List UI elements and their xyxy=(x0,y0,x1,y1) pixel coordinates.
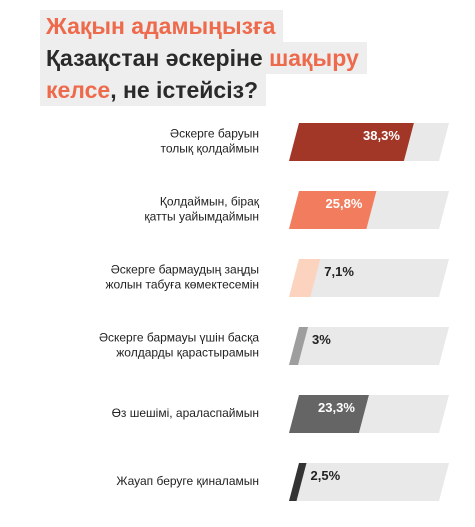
title-line-3-text: , не істейсіз? xyxy=(110,77,259,103)
value-label: 7,1% xyxy=(324,264,354,279)
category-label: Әскерге бармауы үшін басқа жолдарды қарас… xyxy=(99,331,259,360)
category-label: Әскерге бармаудың заңды жолын табуға көме… xyxy=(105,263,259,292)
bar xyxy=(289,463,307,501)
value-label: 2,5% xyxy=(311,468,341,483)
bar xyxy=(289,259,321,297)
bar-track xyxy=(289,463,449,501)
category-label: Өз шешімі, араласпаймын xyxy=(112,406,259,420)
bar-track xyxy=(289,259,449,297)
title-line-3-accent: келсе xyxy=(46,77,111,103)
value-label: 3% xyxy=(312,332,331,347)
title-line-2: Қазақстан әскеріне шақыру xyxy=(40,42,367,74)
value-label: 25,8% xyxy=(326,196,363,211)
bar xyxy=(289,123,414,161)
title-line-1-text: Жақын адамыңызға xyxy=(46,13,276,39)
title-line-1: Жақын адамыңызға xyxy=(40,10,284,42)
bar xyxy=(289,327,308,365)
bar xyxy=(289,395,369,433)
category-label: Жауап беруге қиналамын xyxy=(116,474,259,488)
value-label: 38,3% xyxy=(363,128,400,143)
title-line-2-text: Қазақстан әскеріне xyxy=(46,45,270,71)
value-label: 23,3% xyxy=(318,400,355,415)
title-line-2-accent: шақыру xyxy=(269,45,359,71)
bar xyxy=(289,191,377,229)
chart-title: Жақын адамыңызға Қазақстан әскеріне шақы… xyxy=(0,0,475,108)
title-line-3: келсе, не істейсіз? xyxy=(40,74,267,106)
category-label: Қолдаймын, бірақ қатты уайымдаймын xyxy=(144,195,259,224)
category-label: Әскерге баруын толық қолдаймын xyxy=(160,127,259,156)
bar-track xyxy=(289,327,449,365)
